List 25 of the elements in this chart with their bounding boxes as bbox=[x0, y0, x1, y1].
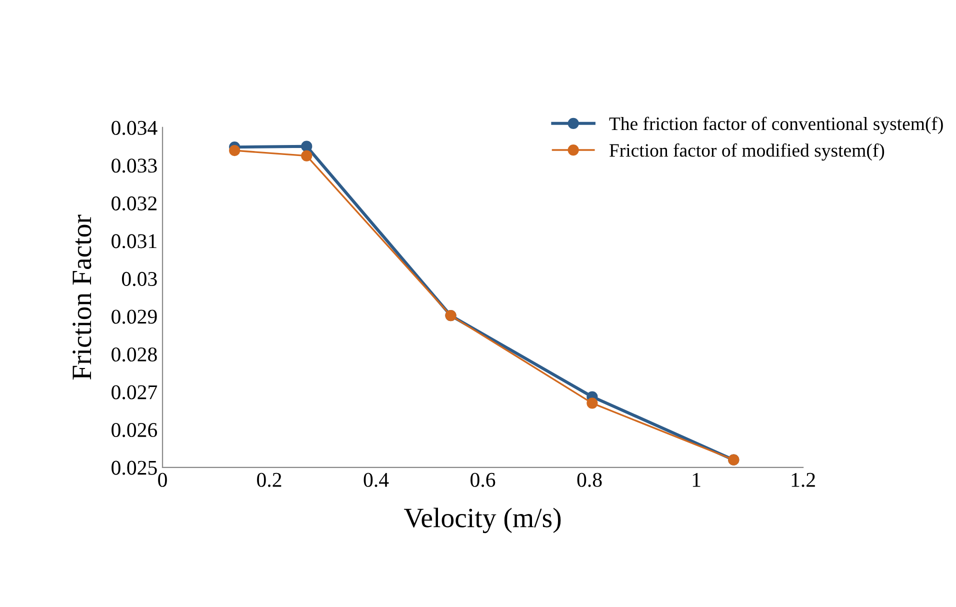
x-tick-label: 1.2 bbox=[792, 472, 815, 488]
y-tick-label: 0.028 bbox=[112, 347, 157, 362]
y-tick-label: 0.033 bbox=[112, 158, 157, 173]
x-tick-label: 0.8 bbox=[577, 472, 602, 488]
x-axis-title: Velocity (m/s) bbox=[404, 508, 561, 534]
y-tick-label: 0.031 bbox=[112, 234, 156, 248]
x-tick-label: 0.4 bbox=[364, 472, 389, 488]
y-tick-label: 0.034 bbox=[112, 120, 158, 135]
x-tick-label: 0.6 bbox=[470, 472, 496, 488]
y-tick-label: 0.029 bbox=[112, 310, 157, 324]
legend-label: Friction factor of modified system(f) bbox=[609, 143, 884, 161]
x-tick-label: 0.2 bbox=[257, 472, 282, 488]
y-tick-label: 0.032 bbox=[112, 196, 157, 211]
point bbox=[229, 144, 240, 156]
x-tick-label: 1 bbox=[692, 472, 700, 487]
point bbox=[586, 398, 598, 409]
legend-label: The friction factor of conventional system(f) bbox=[609, 116, 943, 134]
y-tick-label: 0.03 bbox=[122, 272, 157, 286]
y-axis-title: Friction Factor bbox=[72, 214, 92, 380]
y-tick-label: 0.026 bbox=[112, 422, 158, 438]
x-tick-label: 0 bbox=[158, 472, 167, 487]
point bbox=[301, 140, 312, 152]
y-tick-label: 0.027 bbox=[112, 385, 158, 400]
y-tick-label: 0.025 bbox=[112, 460, 157, 475]
point bbox=[301, 150, 312, 162]
